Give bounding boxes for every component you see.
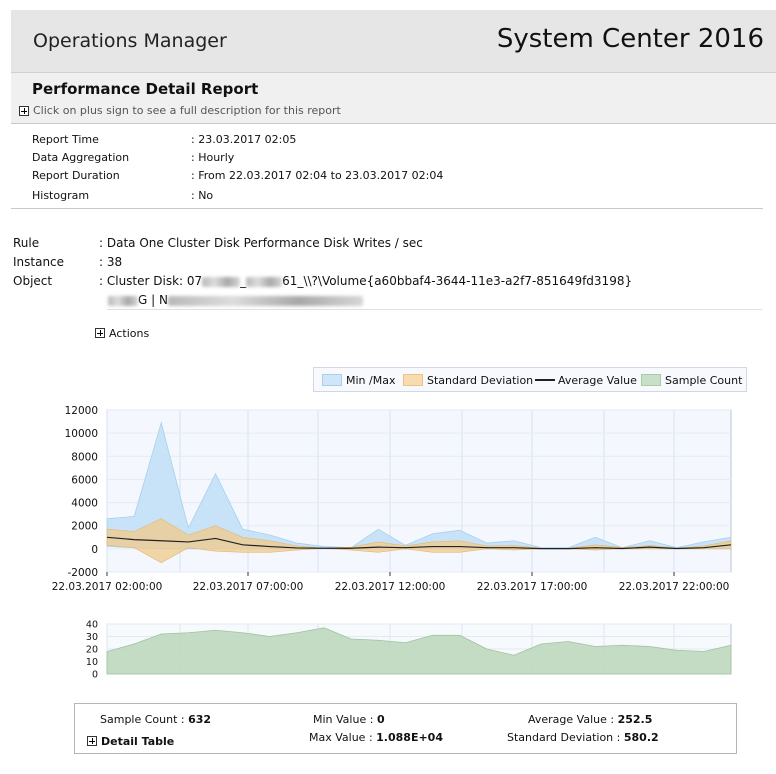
series-sample-count-area: [106, 627, 732, 675]
x-tick-label: 22.03.2017 02:00:00: [52, 581, 163, 593]
x-tick-label: 22.03.2017 22:00:00: [619, 581, 730, 593]
summary-stats: Sample Count : 632 Min Value : 0 Max Val…: [74, 703, 737, 754]
legend-sample-count: Sample Count: [665, 374, 743, 387]
redacted-text: [202, 276, 241, 287]
y-tick-label: 2000: [71, 521, 98, 533]
stat-stddev: Standard Deviation : 580.2: [507, 731, 659, 744]
x-tick-label: 22.03.2017 12:00:00: [335, 581, 446, 593]
x-tick-label: 22.03.2017 07:00:00: [193, 581, 304, 593]
y-tick-label: -2000: [67, 567, 98, 579]
y-tick-label: 12000: [65, 405, 98, 417]
legend-swatch-stddev: [403, 374, 423, 386]
x-tick-label: 22.03.2017 17:00:00: [477, 581, 588, 593]
legend-stddev: Standard Deviation: [427, 374, 534, 387]
stat-average: Average Value : 252.5: [528, 713, 653, 726]
redacted-text: [246, 276, 283, 287]
y-tick-label: 40: [86, 620, 98, 631]
description-hint: Click on plus sign to see a full descrip…: [33, 104, 341, 117]
divider: [11, 208, 763, 209]
legend-minmax: Min /Max: [346, 374, 396, 387]
y-tick-label: 0: [92, 670, 98, 681]
legend-average: Average Value: [558, 374, 637, 387]
stat-min: Min Value : 0: [313, 713, 385, 726]
y-tick-label: 0: [91, 544, 98, 556]
y-tick-label: 20: [86, 645, 98, 656]
y-tick-label: 8000: [71, 451, 98, 463]
redacted-text: [108, 295, 138, 306]
brand-title: System Center 2016: [496, 24, 764, 54]
redacted-text: [167, 295, 363, 306]
expand-detail-table-icon[interactable]: [87, 736, 97, 746]
app-title: Operations Manager: [33, 30, 227, 52]
divider: [107, 309, 762, 310]
series-average-line: [106, 536, 732, 550]
legend-swatch-average: [535, 379, 555, 381]
y-tick-label: 30: [86, 632, 98, 643]
legend-swatch-sample-count: [641, 374, 661, 386]
report-title: Performance Detail Report: [32, 80, 259, 98]
y-tick-label: 4000: [71, 498, 98, 510]
detail-table-link[interactable]: Detail Table: [101, 735, 175, 748]
object-row-2: G | N: [108, 293, 363, 307]
stat-sample-count: Sample Count : 632: [100, 713, 212, 726]
y-tick-label: 10: [86, 657, 98, 668]
legend-swatch-minmax: [322, 374, 342, 386]
report-title-bar: Performance Detail Report Click on plus …: [11, 72, 776, 124]
chart-legend: Min /Max Standard Deviation Average Valu…: [313, 367, 747, 392]
actions-label[interactable]: Actions: [109, 327, 150, 340]
stat-max: Max Value : 1.088E+04: [309, 731, 443, 744]
y-tick-label: 6000: [71, 474, 98, 486]
expand-description-icon[interactable]: [19, 106, 29, 116]
report-header: Operations Manager System Center 2016: [11, 10, 776, 72]
performance-chart: 12000 10000 8000 6000 4000 2000 0 -2000 22.03.20…: [52, 405, 732, 593]
y-tick-label: 10000: [65, 428, 98, 440]
expand-actions-icon[interactable]: [95, 328, 105, 338]
